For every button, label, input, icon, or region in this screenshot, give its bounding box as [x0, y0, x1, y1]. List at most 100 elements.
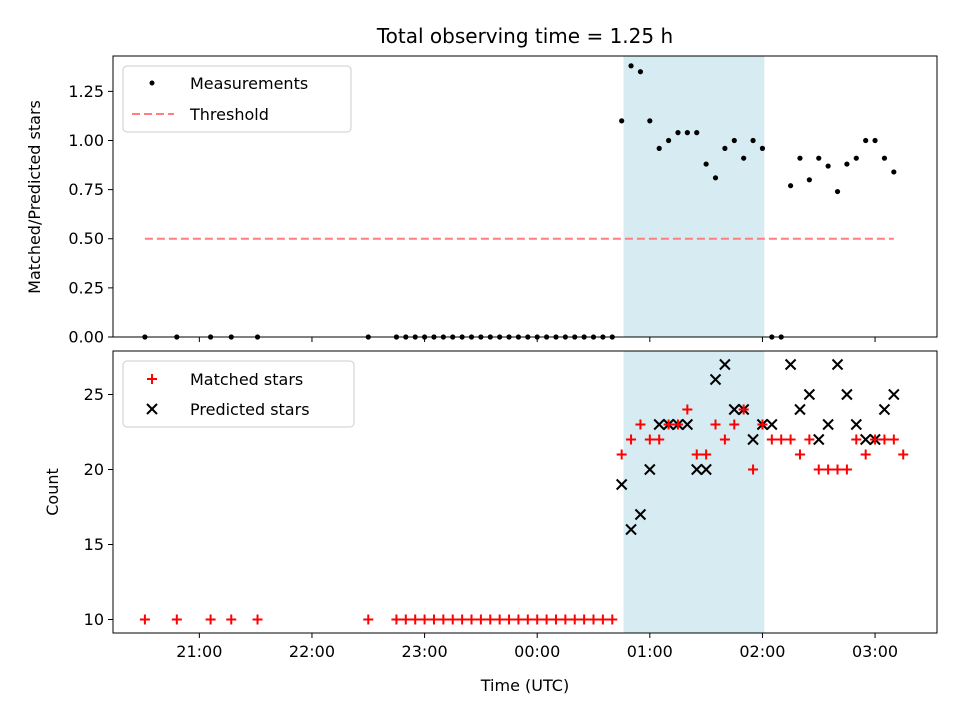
- matched-star-point: [832, 464, 843, 475]
- measurement-point: [759, 145, 766, 151]
- matched-star-point: [710, 419, 721, 430]
- predicted-star-point: [728, 403, 740, 416]
- bottom-panel: 10 15 20 25 21:00 22:00 23:00 00:00 01:00 02:00 0…: [43, 350, 938, 695]
- predicted-star-point: [653, 418, 665, 431]
- matched-star-point: [870, 434, 881, 445]
- legend-matched-label: Matched stars: [190, 370, 303, 389]
- matched-star-point: [588, 614, 599, 625]
- top-legend-box: [122, 65, 352, 133]
- measurement-point: [703, 161, 709, 167]
- predicted-star-point: [850, 418, 862, 431]
- predicted-star-point: [644, 463, 656, 476]
- measurement-point: [637, 69, 644, 75]
- predicted-star-point: [766, 418, 778, 431]
- matched-star-point: [363, 614, 374, 625]
- predicted-star-point: [803, 388, 816, 401]
- matched-star-point: [785, 434, 796, 445]
- measurement-point: [619, 118, 625, 124]
- measurement-point: [694, 130, 700, 136]
- matched-star-point: [823, 464, 834, 475]
- measurement-point: [741, 155, 747, 161]
- matched-star-point: [757, 419, 768, 430]
- y-tick-label: 25: [84, 385, 104, 404]
- matched-star-point: [841, 464, 852, 475]
- x-axis-label: Time (UTC): [480, 676, 569, 695]
- predicted-star-point: [634, 508, 647, 521]
- measurement-point: [750, 137, 756, 144]
- measurement-point: [647, 118, 653, 124]
- matched-star-point: [766, 434, 777, 445]
- matched-star-point: [776, 434, 787, 445]
- y-tick-label: 0.50: [68, 229, 104, 248]
- matched-star-point: [597, 614, 608, 625]
- predicted-star-point: [681, 418, 694, 431]
- matched-star-point: [532, 614, 543, 625]
- matched-star-point: [729, 419, 740, 430]
- measurement-point: [656, 145, 662, 151]
- matched-star-point: [813, 464, 824, 475]
- matched-star-point: [205, 614, 216, 625]
- predicted-star-point: [784, 358, 797, 371]
- y-tick-label: 0.75: [68, 180, 104, 199]
- matched-star-point: [794, 449, 805, 460]
- matched-star-point: [541, 614, 552, 625]
- y-tick-label: 0.00: [68, 328, 104, 347]
- predicted-star-point: [719, 358, 731, 371]
- measurement-point: [853, 155, 859, 161]
- matched-star-point: [719, 434, 730, 445]
- predicted-star-point: [859, 433, 872, 446]
- matched-star-point: [171, 614, 182, 625]
- matched-star-point: [428, 614, 439, 625]
- matched-star-point: [654, 434, 665, 445]
- matched-star-point: [494, 614, 505, 625]
- bottom-shaded-span: [623, 351, 765, 633]
- matched-star-point: [888, 434, 899, 445]
- matched-star-point: [560, 614, 571, 625]
- y-tick-label: 1.25: [68, 82, 104, 101]
- top-axes-frame: [112, 55, 938, 338]
- y-tick-label: 0.25: [68, 278, 104, 297]
- y-tick-label: 10: [84, 610, 104, 629]
- legend-threshold-label: Threshold: [189, 105, 269, 124]
- matched-star-point: [804, 434, 815, 445]
- predicted-points: [615, 358, 900, 536]
- top-x-ticks: [198, 337, 876, 342]
- predicted-star-point: [822, 418, 834, 431]
- y-tick-label: 20: [84, 460, 104, 479]
- matched-star-point: [644, 434, 655, 445]
- measurement-point: [731, 137, 737, 144]
- matched-star-point: [672, 419, 683, 430]
- top-y-ticks: 0.00 0.25 0.50 0.75 1.00 1.25: [68, 82, 113, 347]
- bottom-legend: Matched stars Predicted stars: [122, 360, 355, 428]
- matched-points: [139, 404, 909, 625]
- top-legend: Measurements Threshold: [122, 65, 352, 133]
- measurement-point: [844, 161, 850, 167]
- measurement-point: [684, 130, 690, 136]
- matched-star-point: [691, 449, 702, 460]
- bottom-x-ticks: 21:00 22:00 23:00 00:00 01:00 02:00 03:00: [176, 633, 898, 661]
- chart-title: Total observing time = 1.25 h: [376, 24, 673, 48]
- matched-star-point: [504, 614, 515, 625]
- measurement-point: [816, 155, 822, 161]
- legend-predicted-marker: [146, 403, 158, 415]
- matched-star-point: [400, 614, 411, 625]
- bottom-y-axis-label: Count: [43, 468, 62, 516]
- matched-star-point: [682, 404, 693, 415]
- predicted-star-point: [831, 358, 844, 371]
- bottom-legend-box: [122, 360, 355, 428]
- predicted-star-point: [888, 388, 900, 401]
- x-tick-label: 21:00: [176, 642, 222, 661]
- matched-star-point: [626, 434, 637, 445]
- predicted-star-point: [691, 463, 703, 476]
- matched-star-point: [447, 614, 458, 625]
- predicted-star-point: [709, 373, 722, 386]
- legend-measurements-label: Measurements: [190, 74, 308, 93]
- measurement-point: [872, 137, 878, 144]
- measurement-point: [665, 137, 672, 144]
- predicted-star-point: [615, 478, 628, 491]
- measurement-point: [712, 175, 719, 181]
- matched-star-point: [616, 449, 627, 460]
- x-tick-label: 03:00: [852, 642, 898, 661]
- matched-star-point: [252, 614, 263, 625]
